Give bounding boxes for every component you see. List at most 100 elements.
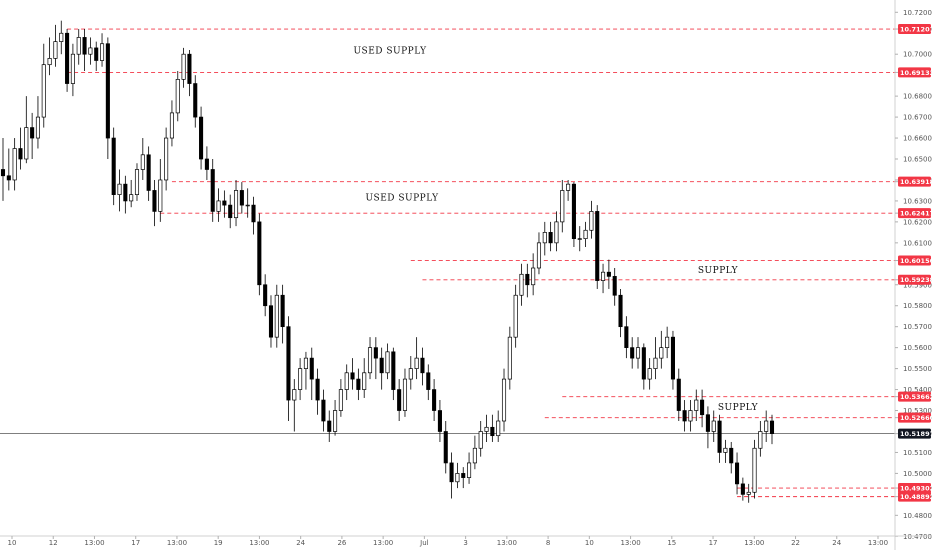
candle bbox=[624, 316, 629, 359]
candle-body bbox=[641, 347, 646, 380]
candle bbox=[94, 41, 99, 71]
candle bbox=[583, 221, 588, 248]
candle-body bbox=[367, 347, 373, 374]
candle bbox=[525, 263, 530, 298]
zone-labels: USED SUPPLY USED SUPPLY SUPPLY SUPPLY bbox=[353, 47, 758, 413]
candle bbox=[705, 406, 710, 449]
level-badge-label: 10.59238 bbox=[900, 276, 932, 284]
candle bbox=[88, 37, 93, 65]
zone-label: SUPPLY bbox=[698, 266, 739, 276]
candle bbox=[630, 337, 635, 369]
x-tick-label: 13:00 bbox=[497, 539, 517, 547]
candle-body bbox=[76, 37, 81, 55]
candle bbox=[490, 414, 495, 442]
candle bbox=[746, 483, 751, 503]
level-badge-bg bbox=[898, 483, 931, 494]
y-tick-label: 10.47000 bbox=[903, 533, 932, 541]
candle bbox=[245, 188, 250, 218]
level-badge-bg bbox=[898, 176, 931, 187]
candle-body bbox=[665, 336, 670, 348]
candle bbox=[356, 368, 361, 401]
candle bbox=[41, 43, 46, 128]
candle bbox=[12, 138, 17, 191]
candle-body bbox=[653, 357, 658, 369]
candle bbox=[694, 389, 699, 422]
candle bbox=[146, 146, 151, 201]
candle bbox=[577, 226, 582, 252]
candle bbox=[426, 364, 431, 401]
candle bbox=[338, 379, 343, 417]
candle bbox=[472, 435, 477, 470]
candle-body bbox=[426, 372, 431, 390]
candle-body bbox=[589, 211, 594, 231]
candle-body bbox=[566, 183, 571, 191]
candle-body bbox=[140, 154, 145, 170]
candle-body bbox=[333, 410, 338, 432]
candle bbox=[111, 127, 116, 206]
candles bbox=[0, 20, 775, 503]
candle bbox=[443, 421, 448, 474]
level-badge-label: 10.63918 bbox=[900, 178, 932, 186]
candle bbox=[769, 414, 775, 445]
candle-body bbox=[117, 183, 122, 195]
candle-body bbox=[82, 37, 87, 55]
y-tick-label: 10.53000 bbox=[903, 407, 932, 415]
candle bbox=[542, 221, 547, 256]
candle bbox=[373, 337, 378, 380]
candle bbox=[758, 421, 763, 457]
candle-body bbox=[571, 183, 576, 240]
candle-body bbox=[437, 410, 442, 432]
candle-body bbox=[484, 426, 489, 432]
candle-body bbox=[513, 294, 518, 338]
candle-body bbox=[338, 389, 343, 411]
candle bbox=[187, 50, 192, 97]
candle-body bbox=[764, 420, 769, 432]
x-tick-label: 3 bbox=[463, 539, 467, 547]
candle bbox=[717, 414, 722, 463]
y-tick-label: 10.72000 bbox=[903, 9, 932, 17]
zone-label: SUPPLY bbox=[718, 403, 759, 413]
candle-body bbox=[507, 336, 512, 380]
candle-body bbox=[735, 462, 740, 485]
candle bbox=[152, 179, 157, 227]
candle bbox=[513, 284, 518, 348]
y-tick-label: 10.58000 bbox=[903, 302, 932, 310]
candle bbox=[344, 364, 349, 401]
candle-body bbox=[554, 221, 559, 244]
candle-body bbox=[490, 426, 495, 437]
candle bbox=[682, 400, 687, 432]
candle bbox=[647, 358, 652, 390]
level-badge-label: 10.53662 bbox=[900, 393, 932, 401]
y-tick-label: 10.66000 bbox=[903, 135, 932, 143]
candle bbox=[233, 179, 239, 227]
candle bbox=[35, 96, 40, 149]
candle-body bbox=[519, 273, 524, 296]
candle-body bbox=[432, 389, 437, 411]
candle-body bbox=[606, 271, 611, 277]
candle bbox=[601, 263, 606, 294]
x-tick-label: 13:00 bbox=[84, 539, 104, 547]
level-badge-label: 10.48892 bbox=[900, 493, 932, 501]
x-tick-label: 13:00 bbox=[373, 539, 393, 547]
candle bbox=[0, 138, 6, 201]
candle bbox=[222, 190, 227, 218]
y-tick-label: 10.56000 bbox=[903, 344, 932, 352]
candle-body bbox=[746, 491, 751, 495]
candle-body bbox=[740, 483, 745, 495]
y-tick-label: 10.54000 bbox=[903, 386, 932, 394]
candle-body bbox=[123, 183, 128, 202]
candle-body bbox=[455, 473, 460, 483]
candle bbox=[239, 182, 244, 214]
candle-body bbox=[548, 232, 553, 244]
candle bbox=[82, 29, 87, 71]
candle-body bbox=[443, 431, 448, 464]
candle-body bbox=[210, 169, 215, 212]
candle-body bbox=[164, 137, 169, 181]
x-tick-label: 8 bbox=[546, 539, 550, 547]
time-axis[interactable]: 10 12 13:00 17 13:00 19 13:00 24 26 13:00 Jul 3 13:0… bbox=[0, 535, 932, 547]
y-tick-label: 10.65000 bbox=[903, 156, 932, 164]
candle bbox=[65, 29, 70, 92]
candle bbox=[327, 410, 332, 442]
candle-body bbox=[531, 267, 536, 286]
